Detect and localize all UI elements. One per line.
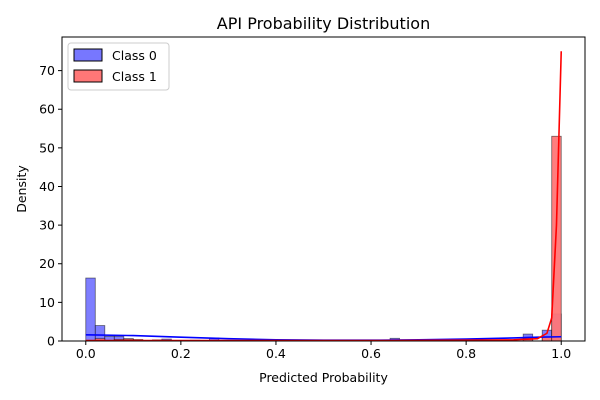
x-tick-label: 0.8 [456,346,476,361]
x-tick-label: 1.0 [551,346,571,361]
legend-swatch-class-1 [73,69,103,83]
chart-title: API Probability Distribution [217,14,430,33]
legend: Class 0 Class 1 [67,42,170,91]
y-tick-label: 0 [47,334,55,349]
y-tick-label: 50 [39,140,55,155]
legend-label-class-0: Class 0 [112,48,157,63]
kde-line-class-1 [85,51,563,342]
bars-layer [85,135,562,342]
kde-layer [85,51,563,342]
x-axis-label: Predicted Probability [259,370,388,385]
y-tick-label: 40 [39,179,55,194]
x-tick-label: 0.2 [171,346,191,361]
x-tick-label: 0.4 [266,346,286,361]
y-tick-label: 60 [39,102,55,117]
y-tick-label: 30 [39,218,55,233]
x-axis: 0.0 0.2 0.4 0.6 0.8 1.0 [76,341,571,361]
x-tick-label: 0.6 [361,346,381,361]
y-axis: 0 10 20 30 40 50 60 70 [39,63,62,349]
plot-frame [61,36,586,342]
legend-swatch-class-0 [73,48,103,62]
y-tick-label: 20 [39,256,55,271]
y-tick-label: 70 [39,63,55,78]
histogram-bar-class-0-0 [85,277,96,342]
y-tick-label: 10 [39,295,55,310]
x-tick-label: 0.0 [76,346,96,361]
y-axis-label: Density [14,165,29,213]
legend-label-class-1: Class 1 [112,69,157,84]
